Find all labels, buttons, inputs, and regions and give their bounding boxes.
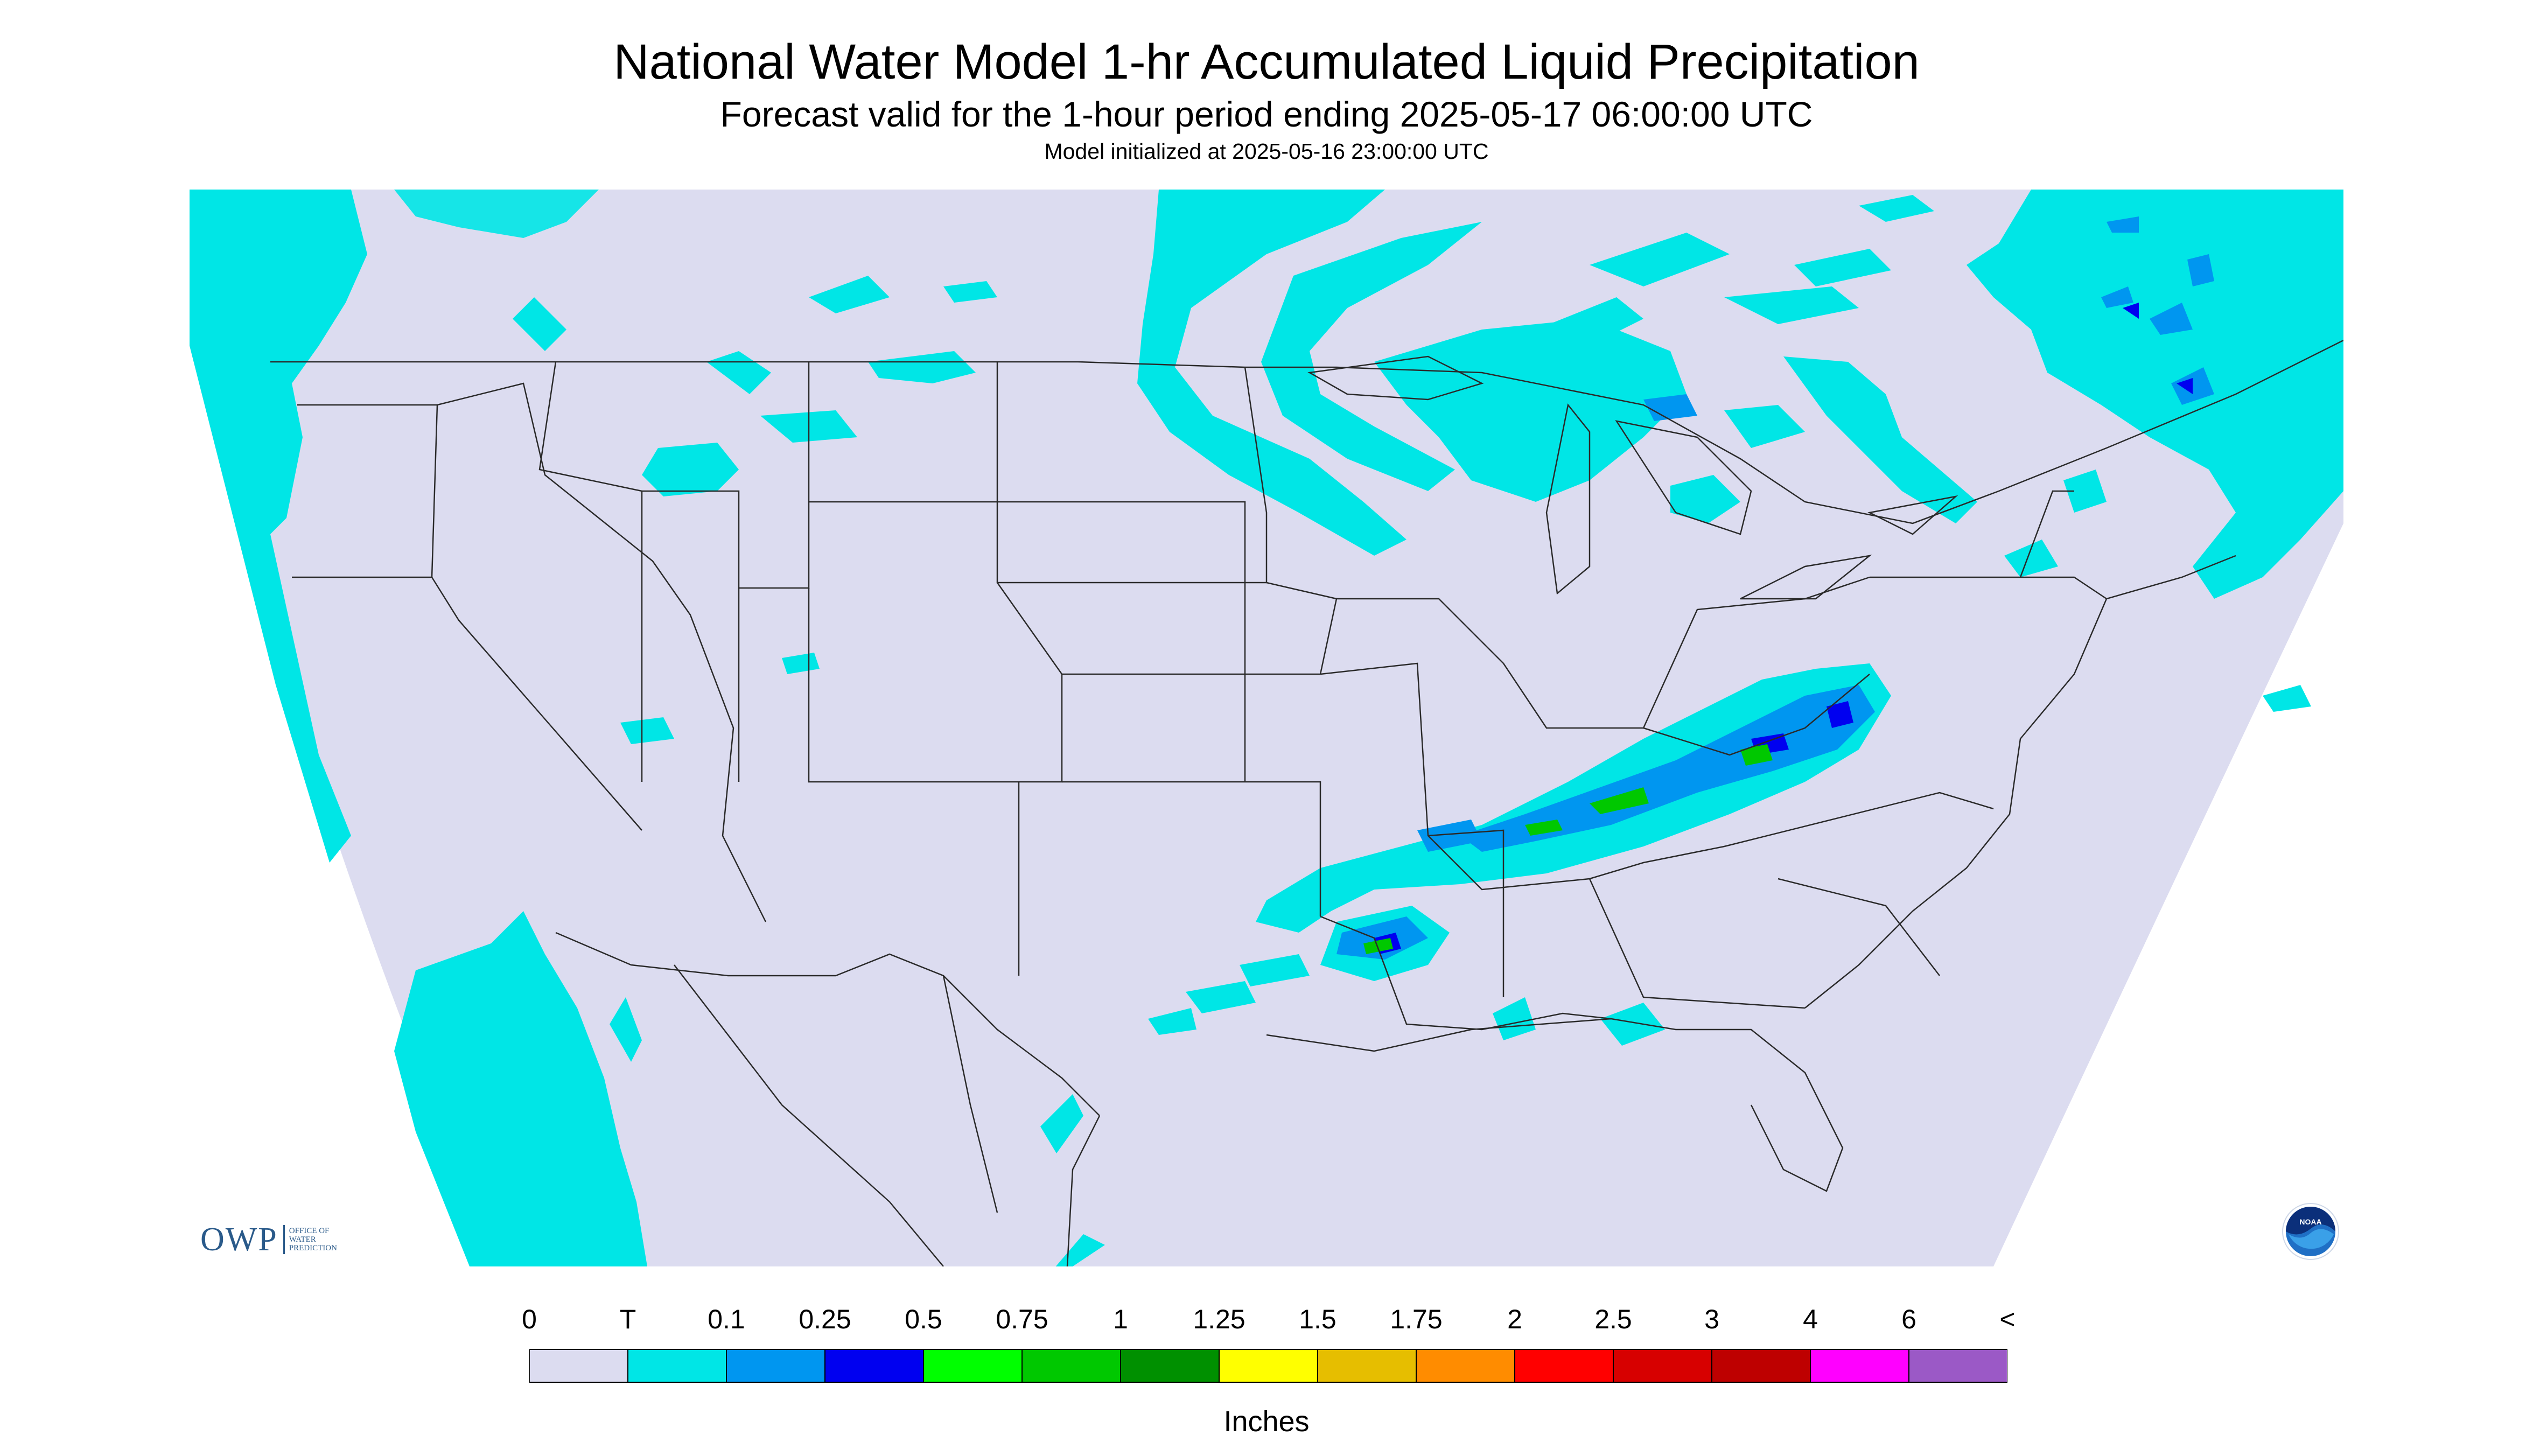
political-boundaries [270, 339, 2343, 1266]
legend-label: 1.75 [1390, 1304, 1443, 1334]
legend-swatch [1711, 1349, 1811, 1383]
legend-label: T [619, 1304, 636, 1334]
legend-swatch [627, 1349, 727, 1383]
legend-label: 3 [1704, 1304, 1719, 1334]
legend-colorbar [529, 1349, 2007, 1383]
legend-swatch [1908, 1349, 2007, 1383]
legend-swatch [529, 1349, 628, 1383]
legend-label: < [1999, 1304, 2016, 1334]
legend-label: 0.25 [799, 1304, 851, 1334]
legend-swatch [726, 1349, 825, 1383]
legend-swatch [1021, 1349, 1121, 1383]
owp-logo-text: OWP [200, 1221, 278, 1258]
legend-swatch [1416, 1349, 1515, 1383]
legend-label: 1.5 [1299, 1304, 1337, 1334]
legend-label: 2 [1507, 1304, 1522, 1334]
legend-label: 0.1 [708, 1304, 745, 1334]
legend-swatch [824, 1349, 924, 1383]
legend-label: 0 [522, 1304, 537, 1334]
legend-swatch [1317, 1349, 1417, 1383]
owp-logo-divider [283, 1225, 285, 1254]
legend-label: 4 [1803, 1304, 1818, 1334]
legend-swatch [923, 1349, 1023, 1383]
legend-label: 0.5 [905, 1304, 942, 1334]
legend-labels: 0 T 0.1 0.25 0.5 0.75 1 1.25 1.5 1.75 2 … [0, 1303, 2533, 1341]
legend-label: 2.5 [1594, 1304, 1632, 1334]
legend-label: 0.75 [996, 1304, 1048, 1334]
precipitation-map [190, 190, 2343, 1266]
legend-label: 1 [1113, 1304, 1128, 1334]
owp-logo-subtext: OFFICE OF WATER PREDICTION [289, 1227, 337, 1252]
precip-heavy-areas [1363, 744, 1773, 954]
noaa-seal-icon: NOAA [2282, 1203, 2339, 1260]
map-subtitle: Forecast valid for the 1-hour period end… [720, 94, 1813, 134]
legend-swatch [1514, 1349, 1614, 1383]
model-init-time: Model initialized at 2025-05-16 23:00:00… [1044, 139, 1489, 164]
owp-logo: OWP OFFICE OF WATER PREDICTION [200, 1218, 365, 1261]
legend-swatch [1120, 1349, 1220, 1383]
legend-label: 1.25 [1193, 1304, 1245, 1334]
legend-swatch [1613, 1349, 1712, 1383]
legend-units: Inches [1223, 1405, 1310, 1438]
legend-label: 6 [1901, 1304, 1916, 1334]
legend-swatch [1219, 1349, 1318, 1383]
map-title: National Water Model 1-hr Accumulated Li… [613, 34, 1920, 89]
legend-swatch [1810, 1349, 1909, 1383]
noaa-logo-text: NOAA [2299, 1217, 2321, 1226]
